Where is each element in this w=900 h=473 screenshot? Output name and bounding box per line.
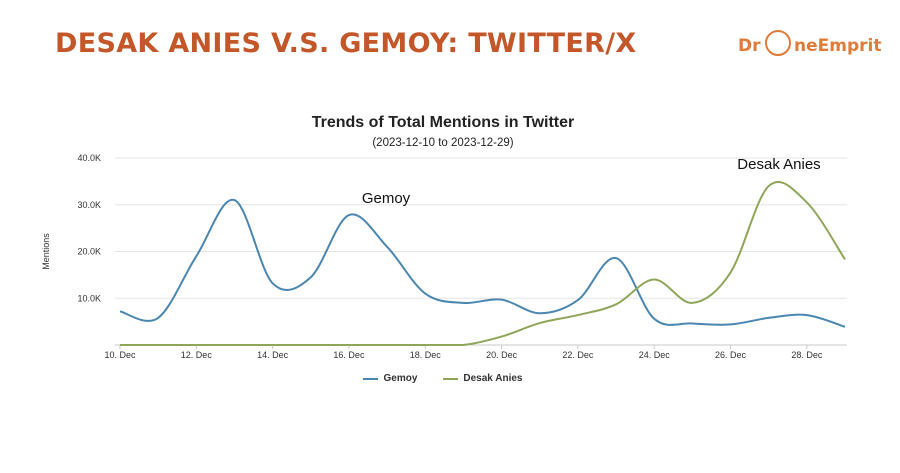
drone-icon bbox=[765, 30, 791, 56]
logo-text-part1: Dr bbox=[738, 36, 761, 56]
legend: Gemoy Desak Anies bbox=[0, 373, 886, 384]
x-tick-label: 26. Dec bbox=[715, 350, 747, 360]
legend-label-desak-anies: Desak Anies bbox=[463, 373, 523, 384]
annotation-label: Desak Anies bbox=[737, 156, 820, 173]
chart-subtitle: (2023-12-10 to 2023-12-29) bbox=[372, 137, 514, 149]
axes: 10.0K 20.0K 30.0K 40.0K Mentions 10. Dec 12. D… bbox=[41, 153, 847, 360]
x-tick-label: 10. Dec bbox=[104, 350, 136, 360]
legend-swatch-desak-anies bbox=[443, 377, 459, 380]
y-tick-label: 40.0K bbox=[77, 153, 101, 163]
x-tick-label: 18. Dec bbox=[410, 350, 442, 360]
legend-label-gemoy: Gemoy bbox=[383, 373, 418, 384]
series-line-desak-anies bbox=[119, 180, 846, 346]
annotations: Gemoy Desak Anies bbox=[362, 156, 821, 207]
droneemprit-logo: Dr neEmprit bbox=[738, 30, 881, 64]
legend-swatch-gemoy bbox=[363, 377, 379, 380]
x-tick-label: 16. Dec bbox=[333, 350, 365, 360]
y-tick-label: 20.0K bbox=[77, 247, 101, 257]
legend-item-gemoy[interactable]: Gemoy bbox=[363, 373, 417, 384]
logo-text-part2: neEmprit bbox=[794, 36, 882, 56]
x-tick-label: 24. Dec bbox=[639, 350, 671, 360]
y-tick-label: 10.0K bbox=[77, 293, 101, 303]
x-tick-label: 14. Dec bbox=[257, 350, 289, 360]
y-axis-label: Mentions bbox=[41, 233, 51, 270]
slide-title: DESAK ANIES V.S. GEMOY: TWITTER/X bbox=[55, 28, 637, 59]
series-line-gemoy bbox=[119, 199, 846, 328]
series-lines bbox=[119, 180, 846, 346]
legend-item-desak-anies[interactable]: Desak Anies bbox=[443, 373, 523, 384]
x-tick-label: 12. Dec bbox=[181, 350, 213, 360]
y-tick-label: 30.0K bbox=[77, 200, 101, 210]
annotation-label: Gemoy bbox=[362, 190, 411, 207]
x-tick-label: 20. Dec bbox=[486, 350, 518, 360]
gridlines bbox=[115, 157, 847, 299]
chart-title: Trends of Total Mentions in Twitter bbox=[311, 114, 575, 131]
x-tick-label: 22. Dec bbox=[562, 350, 594, 360]
x-tick-label: 28. Dec bbox=[791, 350, 823, 360]
